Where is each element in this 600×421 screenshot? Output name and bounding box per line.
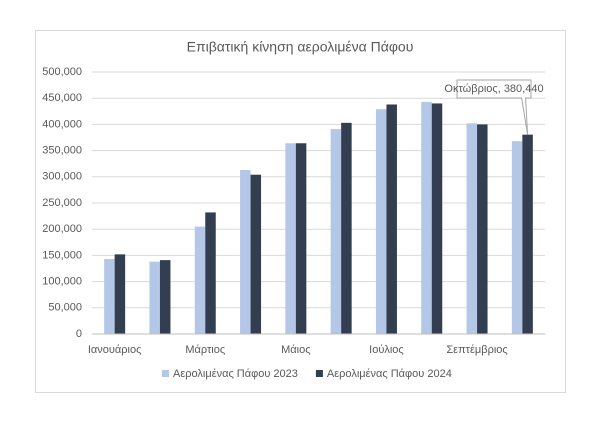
y-tick-label: 0	[76, 328, 82, 340]
y-tick-label: 400,000	[42, 118, 82, 130]
callout-box	[456, 79, 532, 135]
y-tick-label: 50,000	[48, 302, 82, 314]
bar	[477, 124, 488, 335]
legend-label: Αερολιμένας Πάφου 2023	[173, 368, 298, 380]
bar	[194, 226, 206, 334]
bar	[522, 134, 533, 334]
bar	[386, 104, 397, 334]
x-tick-label: Σεπτέμβριος	[446, 344, 507, 356]
bar	[421, 101, 432, 334]
x-tick-label: Ιανουάριος	[88, 344, 142, 356]
bar	[511, 141, 523, 334]
y-tick-label: 100,000	[42, 276, 82, 288]
legend-swatch	[162, 370, 169, 377]
bar	[431, 103, 443, 334]
bar	[341, 122, 352, 334]
bar	[149, 261, 160, 334]
bar	[466, 123, 478, 335]
y-tick-label: 500,000	[42, 66, 82, 78]
y-tick-label: 250,000	[42, 197, 82, 209]
bar	[295, 143, 307, 334]
annotation: Οκτώβριος, 380,440	[444, 83, 543, 95]
y-tick-label: 350,000	[42, 145, 82, 157]
bar	[104, 259, 115, 334]
y-tick-label: 450,000	[42, 92, 82, 104]
y-tick-label: 150,000	[42, 249, 82, 261]
chart-title: Επιβατική κίνηση αερολιμένα Πάφου	[187, 39, 414, 55]
bar	[240, 169, 251, 334]
bar	[330, 129, 342, 334]
bar	[205, 212, 216, 334]
x-tick-label: Μάιος	[281, 344, 310, 356]
y-tick-label: 300,000	[42, 171, 82, 183]
bar	[250, 174, 262, 334]
legend-swatch	[315, 370, 323, 377]
bar	[285, 143, 296, 334]
x-tick-label: Μάρτιος	[185, 344, 225, 356]
legend-label: Αερολιμένας Πάφου 2024	[327, 368, 452, 380]
bar	[375, 109, 387, 334]
bar	[159, 260, 171, 334]
bar	[114, 254, 126, 334]
x-tick-label: Ιούλιος	[369, 344, 404, 356]
y-tick-label: 200,000	[42, 223, 82, 235]
